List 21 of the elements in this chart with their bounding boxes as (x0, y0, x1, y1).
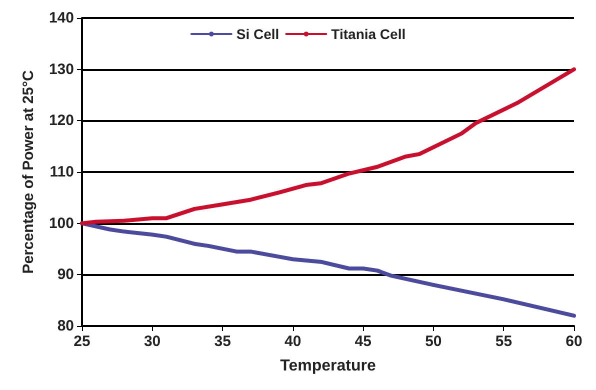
line-series (80, 67, 576, 226)
y-tick-label: 80 (57, 318, 74, 334)
y-tick-label: 100 (48, 214, 74, 232)
x-tick-label: 25 (74, 333, 90, 350)
line-series (80, 221, 576, 318)
y-tick-label: 90 (57, 266, 74, 284)
x-axis-title: Temperature (280, 358, 376, 374)
x-tick-label: 40 (284, 333, 302, 350)
x-tick-label: 45 (354, 333, 372, 350)
x-tick-label: 55 (495, 333, 512, 350)
x-tick-label: 50 (425, 333, 442, 350)
y-axis-title: Percentage of Power at 25°C (20, 70, 37, 274)
y-tick-label: 140 (48, 10, 74, 26)
y-tick-label: 130 (48, 60, 74, 78)
y-tick-label: 120 (48, 112, 74, 130)
y-tick-label: 110 (50, 164, 74, 180)
x-tick-label: 60 (566, 333, 582, 350)
legend-label: Titania Cell (331, 26, 406, 42)
x-tick-label: 35 (214, 333, 231, 350)
x-tick-label: 30 (144, 333, 161, 350)
legend-label: Si Cell (236, 26, 280, 42)
